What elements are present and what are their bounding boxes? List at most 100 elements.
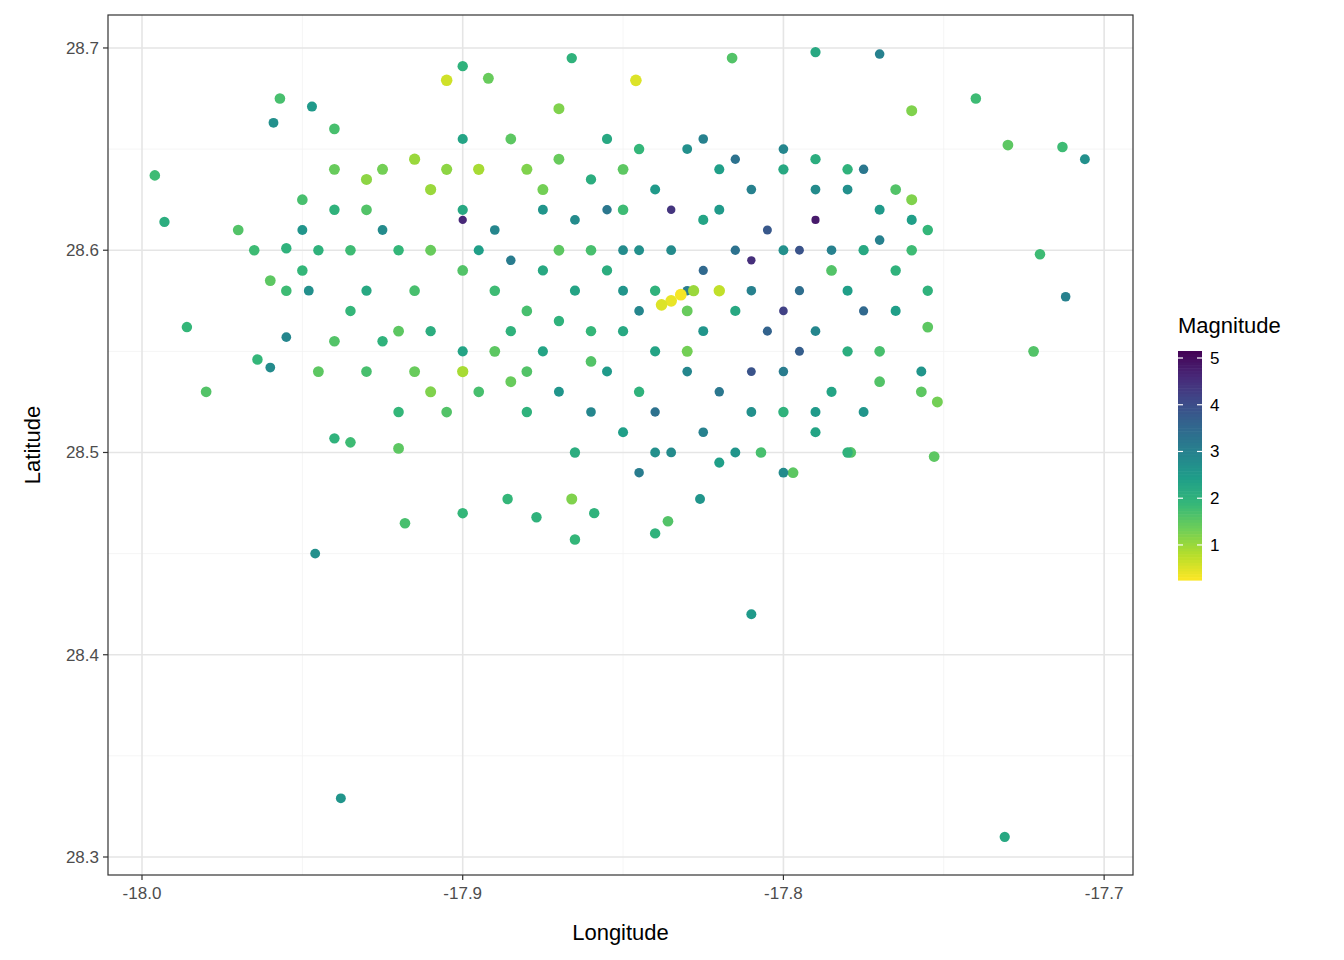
point	[313, 245, 323, 255]
point	[281, 285, 292, 296]
point	[457, 366, 468, 377]
point	[682, 305, 693, 316]
point	[618, 204, 629, 215]
point	[473, 164, 484, 175]
minor-grid-line	[623, 15, 624, 875]
colorbar-tick	[1197, 404, 1202, 405]
point	[778, 407, 788, 417]
point	[378, 225, 388, 235]
point	[634, 468, 644, 478]
point	[1080, 154, 1090, 164]
point	[715, 387, 724, 396]
point	[393, 245, 403, 255]
point	[570, 447, 580, 457]
tick-label: -17.9	[443, 884, 482, 903]
point	[890, 184, 901, 195]
point	[811, 326, 821, 336]
point	[779, 468, 789, 478]
points	[150, 47, 1090, 842]
point	[441, 164, 452, 175]
point	[795, 246, 804, 255]
point	[682, 367, 692, 377]
point	[698, 215, 708, 225]
grid-line	[108, 856, 1133, 858]
point	[297, 265, 307, 275]
colorbar-label: 1	[1210, 536, 1219, 555]
point	[537, 184, 548, 195]
point	[361, 204, 372, 215]
point	[252, 354, 262, 364]
point	[307, 102, 317, 112]
tick-label: 28.4	[66, 646, 99, 665]
axis-title: Longitude	[572, 920, 669, 945]
point	[634, 306, 644, 316]
point	[553, 154, 564, 165]
point	[400, 518, 411, 529]
point	[345, 306, 355, 316]
point	[630, 75, 642, 87]
point	[663, 516, 674, 527]
tick-mark	[103, 654, 108, 655]
point	[522, 407, 532, 417]
plot-background	[108, 15, 1133, 875]
point	[393, 407, 403, 417]
point	[458, 61, 468, 71]
point	[489, 346, 500, 357]
point	[906, 105, 917, 116]
point	[650, 285, 660, 295]
point	[827, 245, 837, 255]
point	[425, 245, 436, 256]
grid	[108, 15, 1133, 875]
colorbar-label: 4	[1210, 396, 1219, 415]
point	[505, 376, 516, 387]
grid-line	[108, 654, 1133, 656]
point	[714, 205, 724, 215]
point	[586, 407, 596, 417]
point	[483, 73, 494, 84]
point	[1028, 346, 1039, 357]
point	[923, 285, 933, 295]
colorbar-tick	[1178, 451, 1183, 452]
point	[730, 306, 740, 316]
colorbar-tick	[1178, 357, 1183, 358]
point	[361, 286, 371, 296]
chart: -18.0-17.9-17.8-17.728.328.428.528.628.7…	[0, 0, 1344, 960]
colorbar-tick	[1178, 498, 1183, 499]
point	[698, 427, 708, 437]
point	[182, 322, 192, 332]
point	[329, 336, 340, 347]
point	[425, 184, 436, 195]
point	[929, 451, 940, 462]
point	[618, 326, 628, 336]
point	[763, 226, 772, 235]
point	[458, 134, 468, 144]
point	[971, 93, 982, 104]
point	[666, 245, 676, 255]
tick-label: -18.0	[123, 884, 162, 903]
grid-line	[141, 15, 143, 875]
point	[313, 366, 324, 377]
tick-mark	[103, 856, 108, 857]
colorbar-label: 2	[1210, 489, 1219, 508]
point	[538, 205, 548, 215]
colorbar-tick	[1197, 451, 1202, 452]
point	[570, 215, 580, 225]
grid-line	[783, 15, 785, 875]
point	[874, 376, 885, 387]
point	[916, 367, 926, 377]
point	[409, 285, 420, 296]
point	[393, 326, 404, 337]
point	[458, 346, 468, 356]
point	[714, 285, 725, 296]
point	[699, 266, 708, 275]
minor-grid-line	[108, 351, 1133, 352]
point	[538, 265, 548, 275]
point	[538, 346, 548, 356]
point	[586, 326, 596, 336]
point	[506, 256, 516, 266]
tick-label: 28.6	[66, 241, 99, 260]
point	[1000, 832, 1010, 842]
point	[502, 494, 512, 504]
point	[746, 609, 756, 619]
colorbar-tick	[1178, 544, 1183, 545]
